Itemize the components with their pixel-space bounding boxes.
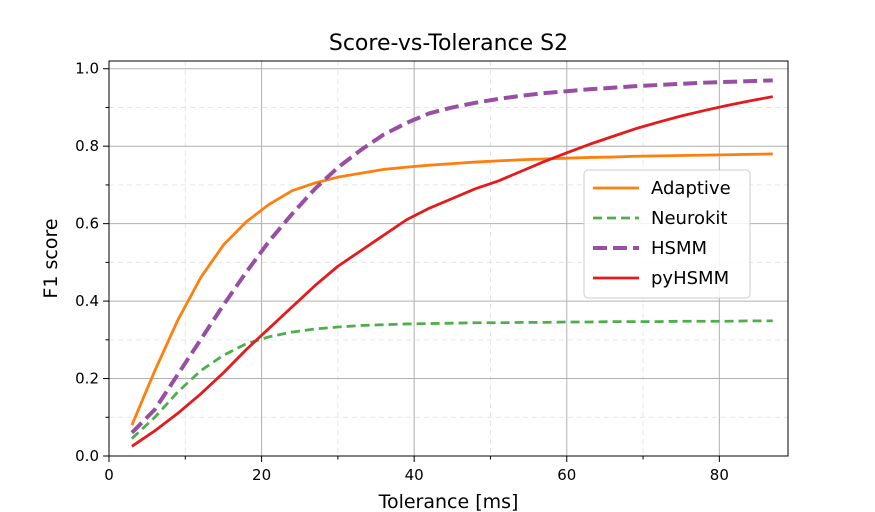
x-axis-label: Tolerance [ms]	[378, 491, 519, 512]
x-tick-label: 20	[252, 466, 271, 484]
y-tick-label: 0.4	[75, 292, 99, 310]
series-line-hsmm	[130, 78, 773, 435]
series-layer	[130, 78, 773, 448]
plot-frame	[108, 60, 789, 457]
x-tick-label: 40	[405, 466, 424, 484]
legend-label: HSMM	[651, 238, 707, 259]
x-tick-label: 0	[104, 466, 114, 484]
y-tick-label: 0.2	[75, 370, 99, 388]
y-tick-label: 0.0	[75, 447, 99, 465]
series-line-pyhsmm	[131, 95, 773, 448]
series-line-adaptive	[130, 152, 773, 426]
y-tick-label: 1.0	[75, 60, 99, 78]
legend-label: Neurokit	[651, 208, 727, 229]
series-line-neurokit	[130, 319, 773, 440]
y-axis-label: F1 score	[40, 218, 62, 298]
ticks: 0 20 40 60 80 0.0 0.2 0.4 0.6 0.8 1.0	[75, 60, 729, 484]
legend: Adaptive Neurokit HSMM pyHSMM	[583, 169, 751, 299]
y-tick-label: 0.8	[75, 137, 99, 155]
y-tick-label: 0.6	[75, 215, 99, 233]
x-tick-label: 80	[710, 466, 729, 484]
legend-label: pyHSMM	[651, 268, 729, 289]
legend-box	[583, 169, 751, 299]
chart-title: Score-vs-Tolerance S2	[329, 31, 568, 56]
legend-label: Adaptive	[651, 178, 731, 199]
x-tick-label: 60	[557, 466, 576, 484]
